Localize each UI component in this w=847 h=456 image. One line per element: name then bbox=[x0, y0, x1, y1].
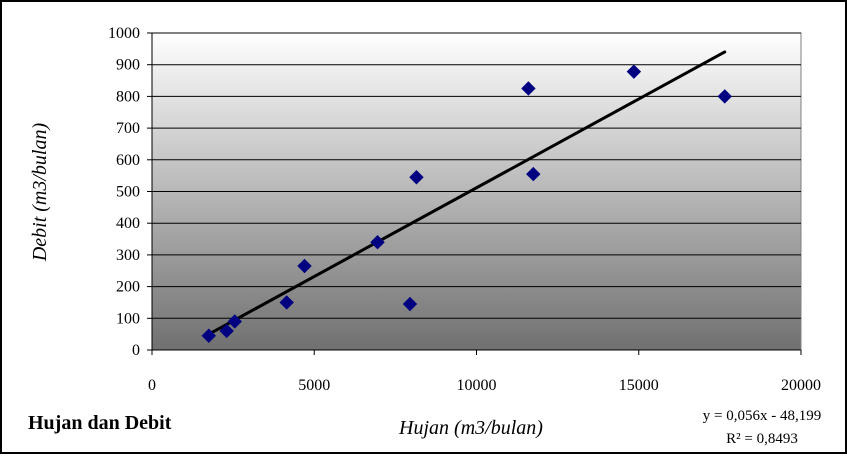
data-point bbox=[409, 170, 424, 185]
y-tick-label: 1000 bbox=[108, 25, 140, 42]
x-axis-title: Hujan (m3/bulan) bbox=[398, 417, 543, 439]
y-tick-label: 200 bbox=[116, 279, 140, 296]
y-tick-label: 400 bbox=[116, 215, 140, 232]
y-tick-label: 700 bbox=[116, 120, 140, 137]
data-point bbox=[219, 323, 234, 339]
axes bbox=[147, 32, 802, 355]
y-tick-label: 100 bbox=[116, 310, 140, 327]
trendline-equation: y = 0,056x - 48,199 bbox=[703, 408, 821, 424]
data-point bbox=[297, 258, 312, 274]
x-tick-label: 5000 bbox=[298, 377, 330, 394]
data-point bbox=[521, 81, 536, 96]
data-point bbox=[370, 235, 385, 250]
y-tick-label: 600 bbox=[116, 152, 140, 169]
data-point bbox=[279, 295, 294, 310]
trendline-r-squared: R² = 0,8493 bbox=[726, 431, 798, 447]
y-tick-label: 500 bbox=[116, 184, 140, 201]
trendline bbox=[207, 50, 727, 336]
y-axis-title: Debit (m3/bulan) bbox=[29, 123, 51, 263]
y-tick-label: 900 bbox=[116, 57, 140, 74]
data-point bbox=[402, 296, 418, 312]
data-point bbox=[626, 64, 642, 79]
x-tick-label: 15000 bbox=[619, 377, 659, 394]
y-tick-label: 0 bbox=[132, 342, 140, 359]
y-tick-label: 800 bbox=[116, 88, 140, 105]
grid-lines bbox=[152, 32, 801, 319]
data-point bbox=[201, 328, 216, 343]
data-point bbox=[717, 89, 732, 104]
data-point bbox=[227, 314, 242, 329]
x-tick-label: 20000 bbox=[781, 377, 821, 394]
data-points bbox=[201, 64, 732, 343]
data-point bbox=[526, 166, 541, 182]
trendline-layer bbox=[207, 50, 727, 336]
x-tick-label: 0 bbox=[148, 377, 156, 394]
x-tick-labels: 0 5000 10000 15000 20000 bbox=[148, 377, 821, 394]
y-tick-label: 300 bbox=[116, 247, 140, 264]
y-tick-labels: 0 100 200 300 400 500 600 700 800 900 1000 bbox=[108, 25, 140, 359]
x-tick-label: 10000 bbox=[457, 377, 497, 394]
chart-title: Hujan dan Debit bbox=[28, 412, 172, 434]
